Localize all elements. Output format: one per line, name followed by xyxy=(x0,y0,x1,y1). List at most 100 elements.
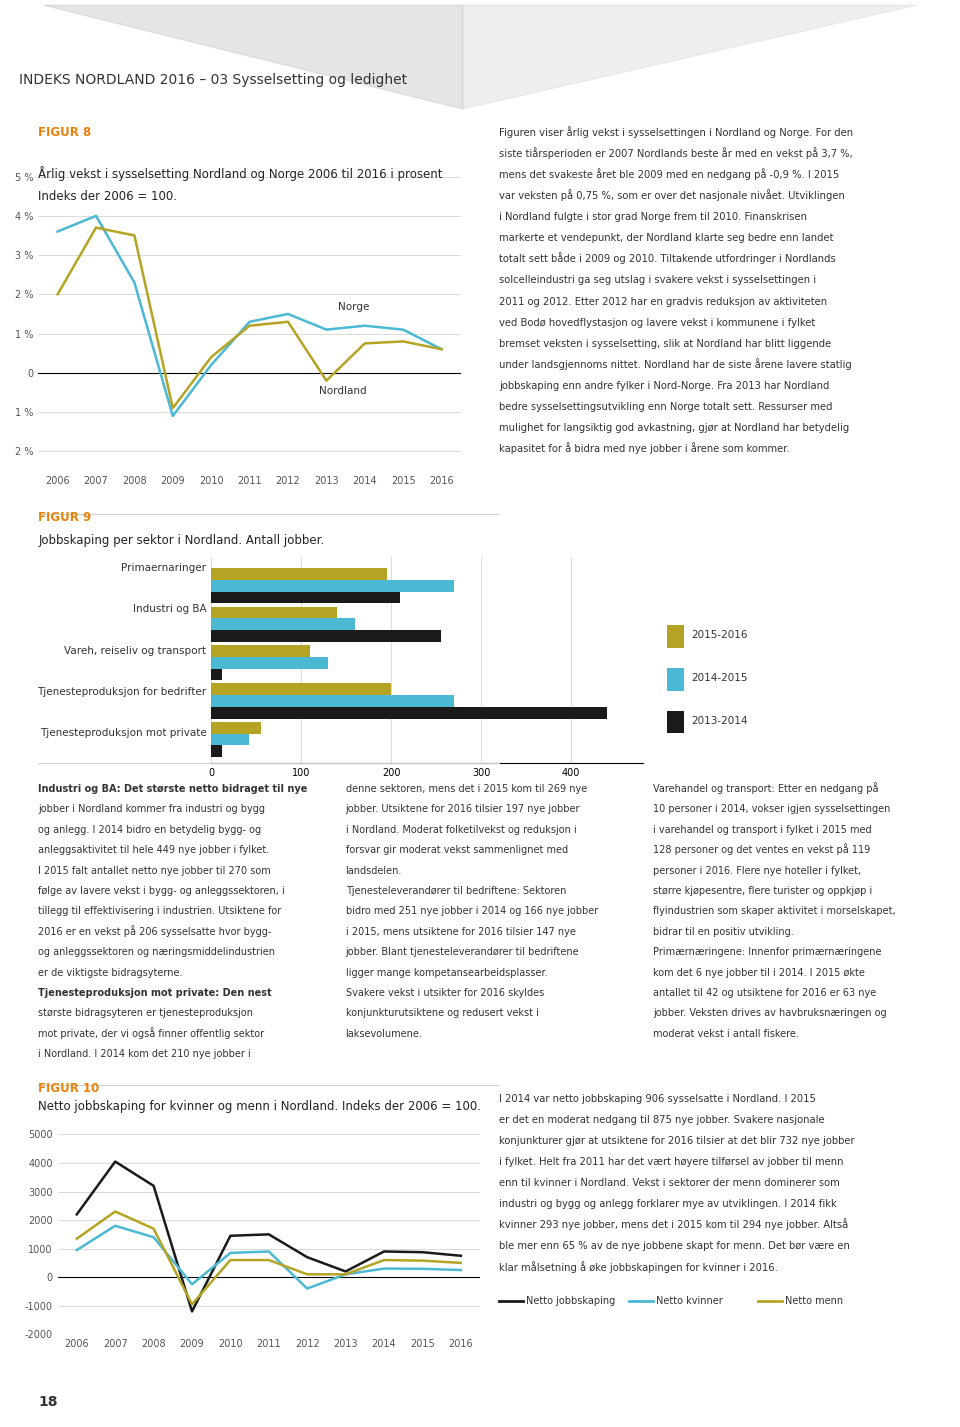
Text: 2016 er en vekst på 206 sysselsatte hvor bygg-: 2016 er en vekst på 206 sysselsatte hvor… xyxy=(38,925,272,938)
Text: i fylket. Helt fra 2011 har det vært høyere tilførsel av jobber til menn: i fylket. Helt fra 2011 har det vært høy… xyxy=(499,1157,844,1167)
Text: 128 personer og det ventes en vekst på 119: 128 personer og det ventes en vekst på 1… xyxy=(653,843,870,855)
Text: Vareh, reiseliv og transport: Vareh, reiseliv og transport xyxy=(64,645,206,656)
Text: mulighet for langsiktig god avkastning, gjør at Nordland har betydelig: mulighet for langsiktig god avkastning, … xyxy=(499,424,850,434)
Text: 2011 og 2012. Etter 2012 har en gradvis reduksjon av aktiviteten: 2011 og 2012. Etter 2012 har en gradvis … xyxy=(499,297,828,307)
Text: Figuren viser årlig vekst i sysselsettingen i Nordland og Norge. For den: Figuren viser årlig vekst i sysselsettin… xyxy=(499,126,853,137)
Text: i 2015, mens utsiktene for 2016 tilsier 147 nye: i 2015, mens utsiktene for 2016 tilsier … xyxy=(346,926,575,938)
Bar xyxy=(211,606,337,618)
Text: bidrar til en positiv utvikling.: bidrar til en positiv utvikling. xyxy=(653,926,794,938)
Text: og anleggssektoren og næringsmiddelindustrien: og anleggssektoren og næringsmiddelindus… xyxy=(38,948,276,958)
Text: laksevolumene.: laksevolumene. xyxy=(346,1029,422,1039)
Text: og anlegg. I 2014 bidro en betydelig bygg- og: og anlegg. I 2014 bidro en betydelig byg… xyxy=(38,825,261,835)
Text: i varehandel og transport i fylket i 2015 med: i varehandel og transport i fylket i 201… xyxy=(653,825,872,835)
Text: bidro med 251 nye jobber i 2014 og 166 nye jobber: bidro med 251 nye jobber i 2014 og 166 n… xyxy=(346,906,598,916)
Text: FIGUR 10: FIGUR 10 xyxy=(38,1082,100,1095)
Text: Industri og BA: Det største netto bidraget til nye: Industri og BA: Det største netto bidrag… xyxy=(38,783,308,793)
Text: tillegg til effektivisering i industrien. Utsiktene for: tillegg til effektivisering i industrien… xyxy=(38,906,281,916)
Text: siste tiårsperioden er 2007 Nordlands beste år med en vekst på 3,7 %,: siste tiårsperioden er 2007 Nordlands be… xyxy=(499,147,852,158)
Text: konjunkturer gjør at utsiktene for 2016 tilsier at det blir 732 nye jobber: konjunkturer gjør at utsiktene for 2016 … xyxy=(499,1136,854,1146)
Bar xyxy=(211,722,261,733)
Text: større kjøpesentre, flere turister og oppkjøp i: større kjøpesentre, flere turister og op… xyxy=(653,886,872,896)
Text: solcelleindustri ga seg utslag i svakere vekst i sysselsettingen i: solcelleindustri ga seg utslag i svakere… xyxy=(499,275,816,285)
Text: kom det 6 nye jobber til i 2014. I 2015 økte: kom det 6 nye jobber til i 2014. I 2015 … xyxy=(653,968,865,977)
Text: i Nordland fulgte i stor grad Norge frem til 2010. Finanskrisen: i Nordland fulgte i stor grad Norge frem… xyxy=(499,213,807,223)
Text: bedre sysselsettingsutvikling enn Norge totalt sett. Ressurser med: bedre sysselsettingsutvikling enn Norge … xyxy=(499,402,832,412)
Text: kvinner 293 nye jobber, mens det i 2015 kom til 294 nye jobber. Altså: kvinner 293 nye jobber, mens det i 2015 … xyxy=(499,1219,849,1230)
Text: i Nordland. Moderat folketilvekst og reduksjon i: i Nordland. Moderat folketilvekst og red… xyxy=(346,825,576,835)
Text: FIGUR 8: FIGUR 8 xyxy=(38,126,91,138)
Text: konjunkturutsiktene og redusert vekst i: konjunkturutsiktene og redusert vekst i xyxy=(346,1009,539,1019)
Text: flyindustrien som skaper aktivitet i morselskapet,: flyindustrien som skaper aktivitet i mor… xyxy=(653,906,896,916)
Bar xyxy=(211,684,392,695)
Text: I 2014 var netto jobbskaping 906 sysselsatte i Nordland. I 2015: I 2014 var netto jobbskaping 906 syssels… xyxy=(499,1093,816,1103)
Text: Tjenesteleverandører til bedriftene: Sektoren: Tjenesteleverandører til bedriftene: Sek… xyxy=(346,886,566,896)
Text: i Nordland. I 2014 kom det 210 nye jobber i: i Nordland. I 2014 kom det 210 nye jobbe… xyxy=(38,1049,252,1059)
Text: Jobbskaping per sektor i Nordland. Antall jobber.: Jobbskaping per sektor i Nordland. Antal… xyxy=(38,534,324,547)
Text: mens det svakeste året ble 2009 med en nedgang på -0,9 %. I 2015: mens det svakeste året ble 2009 med en n… xyxy=(499,168,839,180)
Text: jobber. Veksten drives av havbruksnæringen og: jobber. Veksten drives av havbruksnæring… xyxy=(653,1009,886,1019)
Text: jobber i Nordland kommer fra industri og bygg: jobber i Nordland kommer fra industri og… xyxy=(38,805,265,815)
Text: Industri og BA: Industri og BA xyxy=(132,604,206,615)
Text: landsdelen.: landsdelen. xyxy=(346,866,402,876)
Bar xyxy=(211,631,441,642)
Text: personer i 2016. Flere nye hoteller i fylket,: personer i 2016. Flere nye hoteller i fy… xyxy=(653,866,861,876)
Text: Varehandel og transport: Etter en nedgang på: Varehandel og transport: Etter en nedgan… xyxy=(653,782,878,793)
Bar xyxy=(211,745,222,758)
Text: Årlig vekst i sysselsetting Nordland og Norge 2006 til 2016 i prosent: Årlig vekst i sysselsetting Nordland og … xyxy=(38,167,443,181)
Text: største bidragsyteren er tjenesteproduksjon: største bidragsyteren er tjenesteproduks… xyxy=(38,1009,253,1019)
Text: 2013-2014: 2013-2014 xyxy=(691,715,748,726)
Text: var veksten på 0,75 %, som er over det nasjonale nivået. Utviklingen: var veksten på 0,75 %, som er over det n… xyxy=(499,188,845,201)
Text: følge av lavere vekst i bygg- og anleggssektoren, i: følge av lavere vekst i bygg- og anleggs… xyxy=(38,886,285,896)
Text: markerte et vendepunkt, der Nordland klarte seg bedre enn landet: markerte et vendepunkt, der Nordland kla… xyxy=(499,233,833,243)
Text: anleggsaktivitet til hele 449 nye jobber i fylket.: anleggsaktivitet til hele 449 nye jobber… xyxy=(38,845,270,855)
Polygon shape xyxy=(43,6,463,108)
Text: jobbskaping enn andre fylker i Nord-Norge. Fra 2013 har Nordland: jobbskaping enn andre fylker i Nord-Norg… xyxy=(499,381,829,391)
Text: Tjenesteproduksjon mot private: Den nest: Tjenesteproduksjon mot private: Den nest xyxy=(38,987,272,997)
Text: mot private, der vi også finner offentlig sektor: mot private, der vi også finner offentli… xyxy=(38,1027,265,1039)
Text: 2014-2015: 2014-2015 xyxy=(691,672,748,684)
Text: Tjenesteproduksjon for bedrifter: Tjenesteproduksjon for bedrifter xyxy=(37,686,206,698)
Bar xyxy=(211,568,387,579)
Text: Indeks der 2006 = 100.: Indeks der 2006 = 100. xyxy=(38,190,178,203)
Text: Norge: Norge xyxy=(338,303,370,313)
Text: INDEKS NORDLAND 2016 – 03 Sysselsetting og ledighet: INDEKS NORDLAND 2016 – 03 Sysselsetting … xyxy=(19,73,407,87)
Text: Netto jobbskaping for kvinner og menn i Nordland. Indeks der 2006 = 100.: Netto jobbskaping for kvinner og menn i … xyxy=(38,1100,481,1113)
Text: klar målsetning å øke jobbskapingen for kvinner i 2016.: klar målsetning å øke jobbskapingen for … xyxy=(499,1260,778,1273)
Bar xyxy=(211,592,400,604)
Text: Svakere vekst i utsikter for 2016 skyldes: Svakere vekst i utsikter for 2016 skylde… xyxy=(346,987,544,997)
Bar xyxy=(211,706,608,719)
Text: ligger mange kompetansearbeidsplasser.: ligger mange kompetansearbeidsplasser. xyxy=(346,968,547,977)
Text: I 2015 falt antallet netto nye jobber til 270 som: I 2015 falt antallet netto nye jobber ti… xyxy=(38,866,271,876)
Text: 18: 18 xyxy=(38,1394,58,1408)
Text: ved Bodø hovedflystasjon og lavere vekst i kommunene i fylket: ved Bodø hovedflystasjon og lavere vekst… xyxy=(499,318,815,328)
Text: Netto jobbskaping: Netto jobbskaping xyxy=(526,1296,615,1307)
Bar xyxy=(211,656,328,668)
Text: bremset veksten i sysselsetting, slik at Nordland har blitt liggende: bremset veksten i sysselsetting, slik at… xyxy=(499,338,831,348)
Text: Tjenesteproduksjon mot private: Tjenesteproduksjon mot private xyxy=(39,728,206,739)
Bar xyxy=(211,579,454,592)
Text: moderat vekst i antall fiskere.: moderat vekst i antall fiskere. xyxy=(653,1029,799,1039)
Text: Primaernaringer: Primaernaringer xyxy=(121,562,206,574)
Text: under landsgjennoms nittet. Nordland har de siste årene lavere statlig: under landsgjennoms nittet. Nordland har… xyxy=(499,358,852,370)
Text: jobber. Blant tjenesteleverandører til bedriftene: jobber. Blant tjenesteleverandører til b… xyxy=(346,948,579,958)
Bar xyxy=(211,733,249,745)
Text: totalt sett både i 2009 og 2010. Tiltakende utfordringer i Nordlands: totalt sett både i 2009 og 2010. Tiltake… xyxy=(499,253,836,264)
Bar xyxy=(211,668,222,681)
Text: jobber. Utsiktene for 2016 tilsier 197 nye jobber: jobber. Utsiktene for 2016 tilsier 197 n… xyxy=(346,805,580,815)
Text: 10 personer i 2014, vokser igjen sysselsettingen: 10 personer i 2014, vokser igjen syssels… xyxy=(653,805,890,815)
Text: enn til kvinner i Nordland. Vekst i sektorer der menn dominerer som: enn til kvinner i Nordland. Vekst i sekt… xyxy=(499,1179,840,1189)
Text: 2015-2016: 2015-2016 xyxy=(691,629,748,641)
Text: er de viktigste bidragsyterne.: er de viktigste bidragsyterne. xyxy=(38,968,183,977)
Bar xyxy=(211,618,355,631)
Text: forsvar gir moderat vekst sammenlignet med: forsvar gir moderat vekst sammenlignet m… xyxy=(346,845,567,855)
Text: Nordland: Nordland xyxy=(319,387,367,397)
Bar xyxy=(211,645,310,656)
Text: FIGUR 9: FIGUR 9 xyxy=(38,511,91,524)
Bar xyxy=(211,695,454,706)
Text: ble mer enn 65 % av de nye jobbene skapt for menn. Det bør være en: ble mer enn 65 % av de nye jobbene skapt… xyxy=(499,1241,850,1251)
Text: er det en moderat nedgang til 875 nye jobber. Svakere nasjonale: er det en moderat nedgang til 875 nye jo… xyxy=(499,1114,825,1124)
Text: denne sektoren, mens det i 2015 kom til 269 nye: denne sektoren, mens det i 2015 kom til … xyxy=(346,783,587,793)
Text: Netto menn: Netto menn xyxy=(785,1296,844,1307)
Text: antallet til 42 og utsiktene for 2016 er 63 nye: antallet til 42 og utsiktene for 2016 er… xyxy=(653,987,876,997)
Text: kapasitet for å bidra med nye jobber i årene som kommer.: kapasitet for å bidra med nye jobber i å… xyxy=(499,442,790,454)
